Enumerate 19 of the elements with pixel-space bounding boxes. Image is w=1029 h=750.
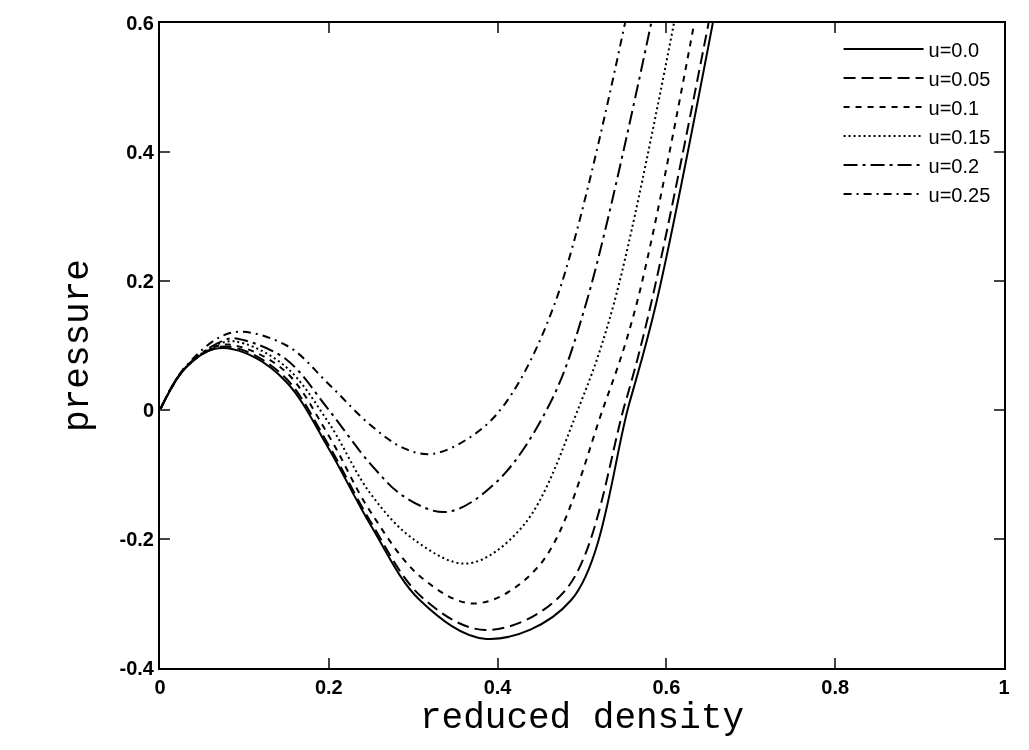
- y-tick-label: 0: [142, 399, 154, 421]
- x-axis-title: reduced density: [419, 698, 745, 739]
- x-tick-label: 1: [998, 676, 1010, 698]
- y-axis-title: pressure: [57, 259, 99, 432]
- legend-label: u=0.25: [928, 183, 991, 206]
- y-tick-label: 0.2: [126, 270, 154, 292]
- legend-label: u=0.1: [928, 96, 980, 119]
- y-tick-label: 0.6: [126, 12, 154, 34]
- legend-label: u=0.0: [928, 38, 980, 61]
- x-tick-label: 0.8: [821, 676, 850, 698]
- legend-label: u=0.15: [928, 125, 991, 148]
- y-tick-label: -0.2: [119, 528, 154, 550]
- legend-label: u=0.2: [928, 154, 980, 177]
- y-tick-label: 0.4: [126, 141, 155, 163]
- y-tick-label: -0.4: [119, 657, 155, 679]
- x-tick-label: 0.6: [652, 676, 681, 698]
- x-tick-label: 0.4: [483, 676, 513, 698]
- x-tick-label: 0.2: [314, 676, 343, 698]
- legend-label: u=0.05: [928, 67, 991, 90]
